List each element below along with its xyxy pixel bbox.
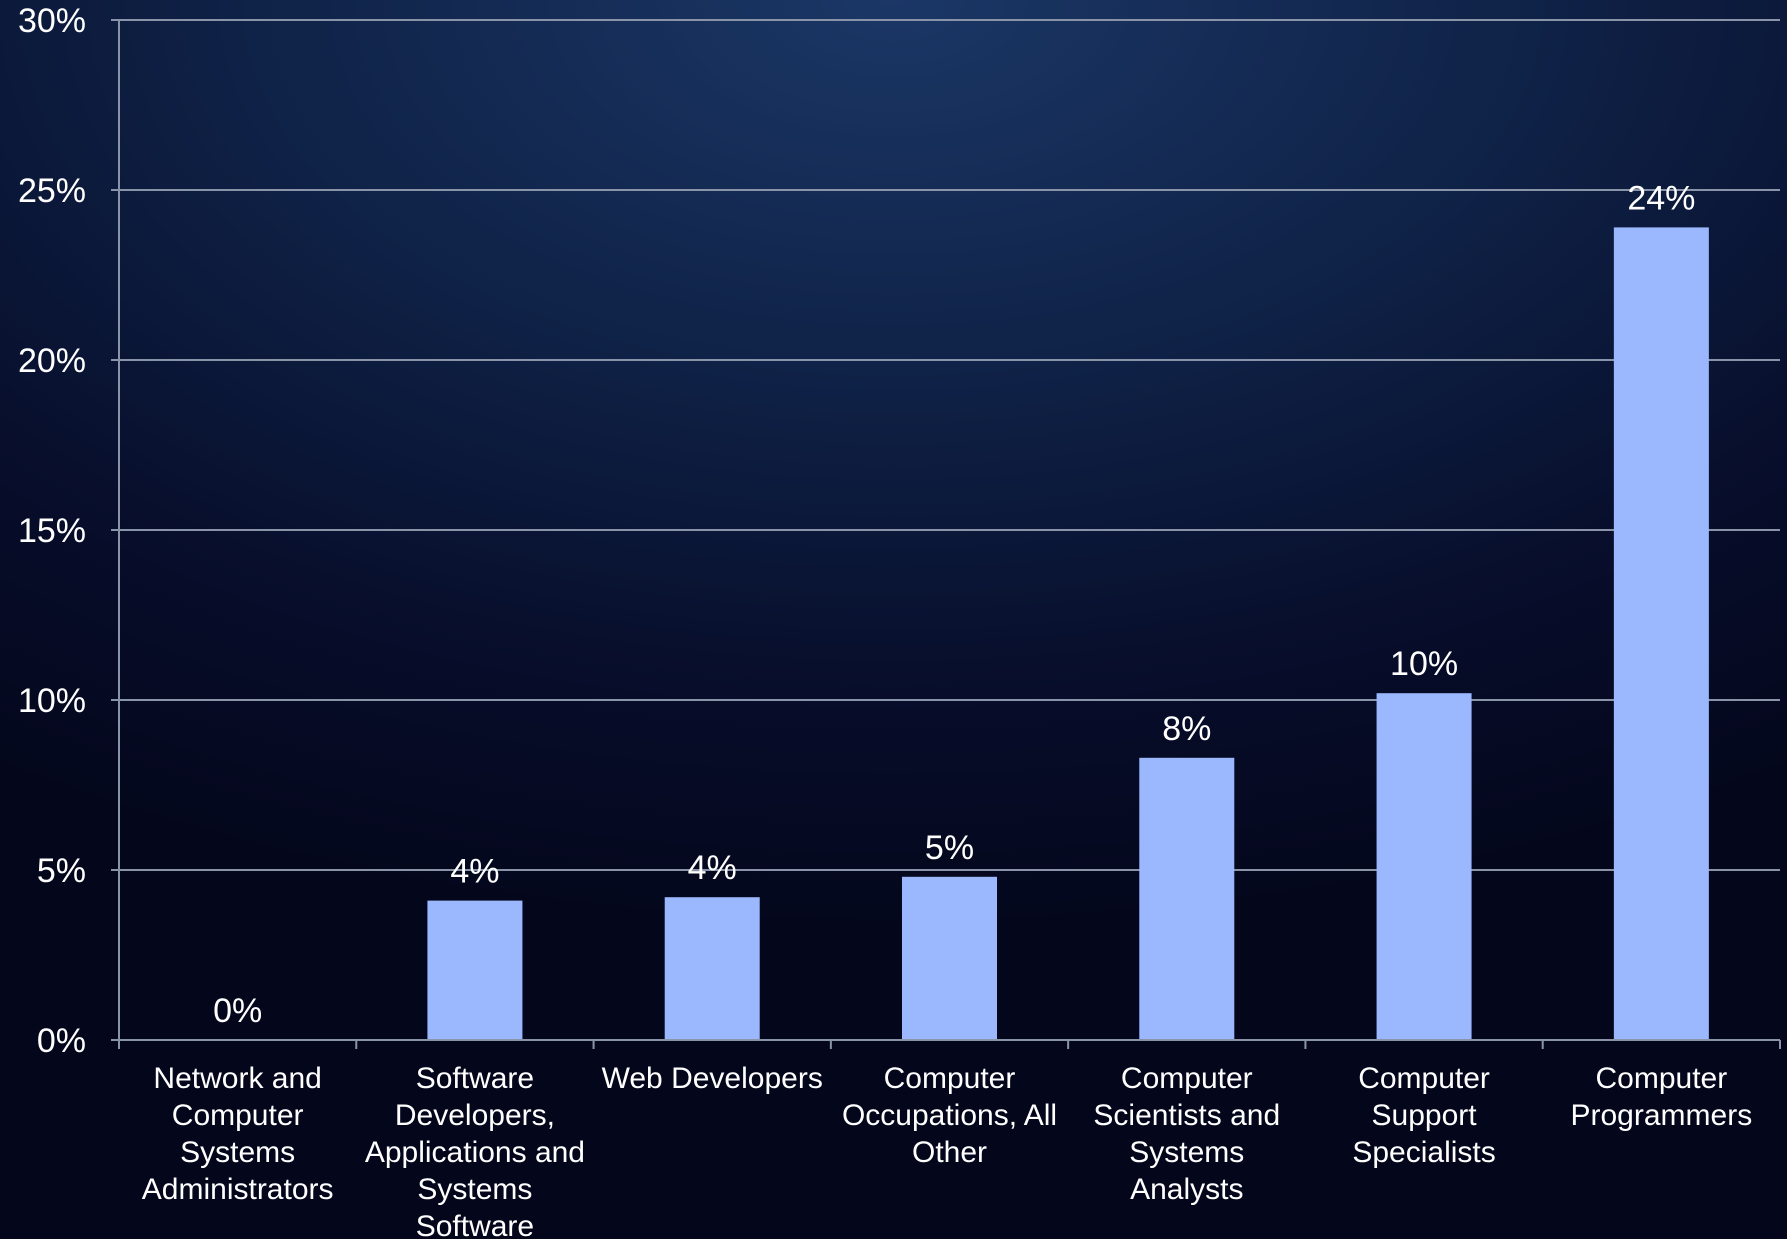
- x-category-label: Network and: [153, 1062, 321, 1095]
- y-tick-label: 5%: [37, 852, 86, 890]
- bar: [427, 900, 523, 1040]
- x-category-label: Specialists: [1352, 1136, 1495, 1169]
- x-category-label: Scientists and: [1093, 1099, 1280, 1132]
- x-category-label: Computer: [1121, 1062, 1253, 1095]
- x-category-label: Systems: [180, 1136, 295, 1169]
- y-tick-label: 10%: [18, 682, 86, 720]
- y-tick-label: 15%: [18, 512, 86, 550]
- bars: [427, 227, 1709, 1040]
- x-category-label: Systems: [417, 1173, 532, 1206]
- bar: [1139, 757, 1235, 1040]
- axes: [111, 19, 1781, 1049]
- y-tick-label: 25%: [18, 172, 86, 210]
- data-label: 4%: [688, 849, 737, 887]
- x-category-label: Other: [912, 1136, 987, 1169]
- data-label: 10%: [1390, 645, 1458, 683]
- x-category-label: Web Developers: [602, 1062, 823, 1095]
- x-category-label: Support: [1372, 1099, 1478, 1132]
- x-category-label: Software: [416, 1210, 534, 1239]
- data-label: 8%: [1162, 710, 1211, 748]
- x-category-label: Applications and: [365, 1136, 585, 1169]
- x-category-label: Systems: [1129, 1136, 1244, 1169]
- y-tick-label: 20%: [18, 342, 86, 380]
- data-label: 24%: [1627, 179, 1695, 217]
- x-category-label: Software: [416, 1062, 534, 1095]
- bar: [1613, 227, 1709, 1040]
- y-axis-tick-labels: 0% 5% 10% 15% 20% 25% 30%: [18, 2, 86, 1060]
- data-labels: 0% 4% 4% 5% 8% 10% 24%: [213, 179, 1695, 1030]
- x-category-label: Computer: [1595, 1062, 1727, 1095]
- x-axis-category-labels: Network and Computer Systems Administrators…: [142, 1062, 1752, 1239]
- x-category-label: Computer: [172, 1099, 304, 1132]
- data-label: 0%: [213, 992, 262, 1030]
- data-label: 4%: [450, 853, 499, 891]
- y-tick-label: 30%: [18, 2, 86, 40]
- bar: [1376, 693, 1472, 1040]
- x-category-label: Occupations, All: [842, 1099, 1057, 1132]
- y-tick-label: 0%: [37, 1022, 86, 1060]
- x-category-label: Analysts: [1130, 1173, 1243, 1206]
- data-label: 5%: [925, 829, 974, 867]
- x-category-label: Administrators: [142, 1173, 334, 1206]
- x-category-label: Computer: [1358, 1062, 1490, 1095]
- bar: [902, 876, 997, 1040]
- x-category-label: Programmers: [1571, 1099, 1753, 1132]
- grid-lines: [119, 19, 1780, 871]
- x-category-label: Developers,: [395, 1099, 555, 1132]
- bar: [664, 897, 760, 1040]
- x-category-label: Computer: [884, 1062, 1016, 1095]
